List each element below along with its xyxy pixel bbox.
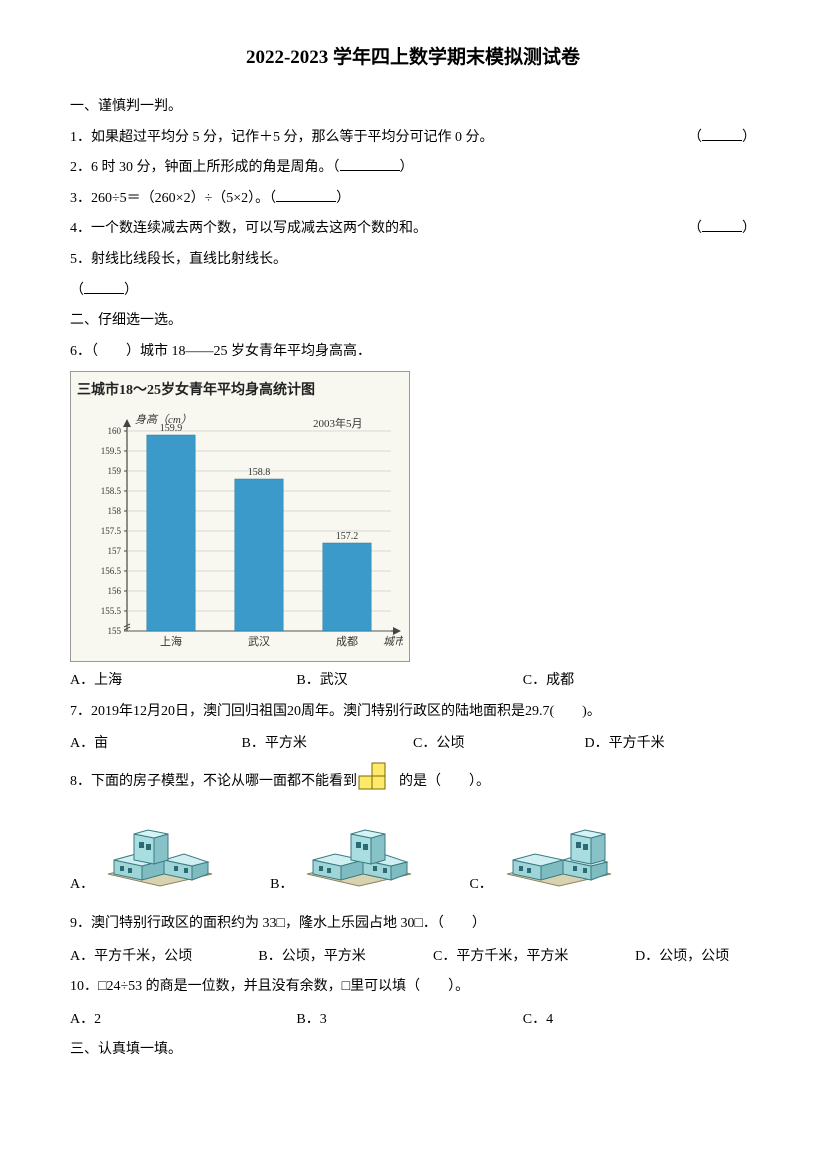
q6-opt-a: A．上海 [70, 668, 296, 695]
section-2-heading: 二、仔细选一选。 [70, 308, 756, 335]
q8-opt-c: C． [469, 816, 618, 899]
chart-title: 三城市18～25岁女青年平均身高统计图 [77, 378, 403, 405]
q3-close: ） [336, 191, 350, 206]
svg-text:157.2: 157.2 [336, 531, 359, 542]
q10-opt-a: A．2 [70, 1007, 296, 1034]
svg-text:159.9: 159.9 [160, 423, 183, 434]
tromino-icon [357, 762, 399, 803]
svg-text:159: 159 [108, 466, 122, 476]
q3-text: 3．260÷5＝（260×2）÷（5×2）。（ [70, 191, 276, 206]
q8-options: A． B． C． [70, 816, 756, 899]
q8-opt-b: B． [270, 816, 419, 899]
q8-text-b: 的是（ ）。 [399, 769, 490, 796]
svg-text:160: 160 [108, 426, 122, 436]
svg-text:157: 157 [108, 546, 122, 556]
svg-text:158.5: 158.5 [101, 486, 122, 496]
q10-opt-b: B．3 [296, 1007, 522, 1034]
question-1: 1．如果超过平均分 5 分，记作＋5 分，那么等于平均分可记作 0 分。 （） [70, 125, 756, 152]
q10-opt-c: C．4 [523, 1007, 749, 1034]
q9-options: A．平方千米，公顷 B．公顷，平方米 C．平方千米，平方米 D．公顷，公顷 [70, 944, 756, 971]
bar-chart: 三城市18～25岁女青年平均身高统计图 身高（cm）2003年5月155155.… [70, 371, 410, 662]
chart-area: 身高（cm）2003年5月155155.5156156.5157157.5158… [77, 407, 403, 657]
q10-options: A．2 B．3 C．4 [70, 1007, 756, 1034]
q8-text-a: 8．下面的房子模型，不论从哪一面都不能看到 [70, 769, 357, 796]
q2-text: 2．6 时 30 分，钟面上所形成的角是周角。（ [70, 160, 340, 175]
question-5a: 5．射线比线段长，直线比射线长。 [70, 247, 756, 274]
q9-opt-c: C．平方千米，平方米 [433, 944, 625, 971]
page-title: 2022-2023 学年四上数学期末模拟测试卷 [70, 40, 756, 76]
q7-opt-d: D．平方千米 [585, 731, 757, 758]
question-7: 7．2019年12月20日，澳门回归祖国20周年。澳门特别行政区的陆地面积是29… [70, 699, 756, 726]
question-4: 4．一个数连续减去两个数，可以写成减去这两个数的和。 （） [70, 216, 756, 243]
q9-opt-d: D．公顷，公顷 [635, 944, 786, 971]
q5-close: ） [124, 283, 138, 298]
svg-text:159.5: 159.5 [101, 446, 122, 456]
svg-text:156: 156 [108, 586, 122, 596]
svg-text:2003年5月: 2003年5月 [313, 416, 363, 430]
q6-options: A．上海 B．武汉 C．成都 [70, 668, 756, 695]
svg-text:155.5: 155.5 [101, 606, 122, 616]
q1-text: 1．如果超过平均分 5 分，记作＋5 分，那么等于平均分可记作 0 分。 [70, 130, 494, 145]
question-2: 2．6 时 30 分，钟面上所形成的角是周角。（ ） [70, 155, 756, 182]
svg-text:成都: 成都 [336, 635, 358, 648]
q7-options: A．亩 B．平方米 C．公顷 D．平方千米 [70, 731, 756, 758]
house-a-icon [100, 816, 220, 899]
q5-text: 5．射线比线段长，直线比射线长。 [70, 252, 287, 267]
section-1-heading: 一、谨慎判一判。 [70, 94, 756, 121]
question-5b: （） [70, 278, 756, 305]
question-6: 6．（ ）城市 18——25 岁女青年平均身高高． [70, 339, 756, 366]
q8-opt-c-label: C． [469, 872, 492, 899]
q7-text: 7．2019年12月20日，澳门回归祖国20周年。澳门特别行政区的陆地面积是29… [70, 704, 601, 719]
q8-opt-a: A． [70, 816, 220, 899]
q4-paren: （） [688, 216, 756, 243]
svg-text:156.5: 156.5 [101, 566, 122, 576]
q1-paren: （） [688, 125, 756, 152]
question-10: 10．□24÷53 的商是一位数，并且没有余数，□里可以填（ ）。 [70, 974, 756, 1001]
house-b-icon [299, 816, 419, 899]
svg-text:武汉: 武汉 [248, 635, 270, 648]
q8-opt-b-label: B． [270, 872, 293, 899]
q6-opt-b: B．武汉 [296, 668, 522, 695]
q10-text: 10．□24÷53 的商是一位数，并且没有余数，□里可以填（ ）。 [70, 979, 469, 994]
q6-opt-c: C．成都 [523, 668, 749, 695]
svg-text:157.5: 157.5 [101, 526, 122, 536]
question-8: 8．下面的房子模型，不论从哪一面都不能看到 的是（ ）。 [70, 762, 756, 803]
house-c-icon [499, 816, 619, 899]
question-3: 3．260÷5＝（260×2）÷（5×2）。（ ） [70, 186, 756, 213]
svg-text:158: 158 [108, 506, 122, 516]
section-3-heading: 三、认真填一填。 [70, 1037, 756, 1064]
svg-text:上海: 上海 [160, 634, 182, 648]
q9-opt-b: B．公顷，平方米 [258, 944, 423, 971]
svg-text:城市: 城市 [383, 635, 403, 648]
q6-text: 6．（ ）城市 18——25 岁女青年平均身高高． [70, 344, 371, 359]
svg-text:158.8: 158.8 [248, 467, 271, 478]
q7-opt-a: A．亩 [70, 731, 242, 758]
q7-opt-b: B．平方米 [242, 731, 414, 758]
q4-text: 4．一个数连续减去两个数，可以写成减去这两个数的和。 [70, 221, 427, 236]
q9-text: 9．澳门特别行政区的面积约为 33□，隆水上乐园占地 30□．（ ） [70, 916, 486, 931]
q9-opt-a: A．平方千米，公顷 [70, 944, 248, 971]
question-9: 9．澳门特别行政区的面积约为 33□，隆水上乐园占地 30□．（ ） [70, 911, 756, 938]
svg-text:155: 155 [108, 626, 122, 636]
q2-close: ） [400, 160, 414, 175]
q5-open: （ [70, 283, 84, 298]
q8-opt-a-label: A． [70, 872, 94, 899]
q7-opt-c: C．公顷 [413, 731, 585, 758]
